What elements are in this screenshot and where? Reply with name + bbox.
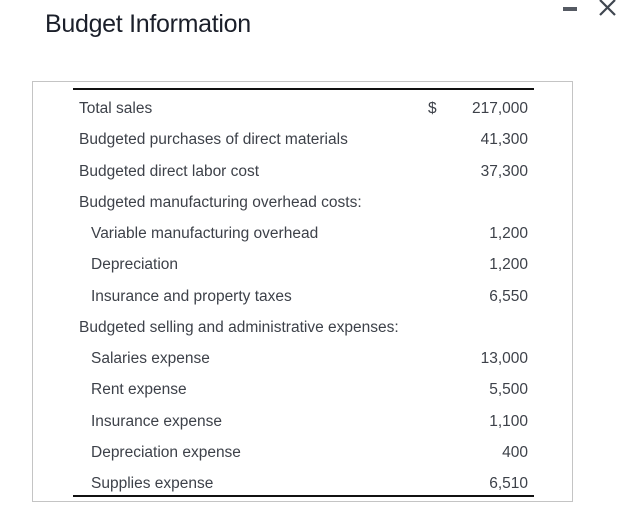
table-row: Salaries expense 13,000 [33, 349, 572, 380]
row-value: 1,200 [489, 225, 528, 242]
section-header-selling-admin: Budgeted selling and administrative expe… [33, 318, 572, 349]
row-label: Insurance expense [91, 413, 222, 430]
close-icon [599, 0, 616, 16]
currency-symbol: $ [428, 100, 437, 117]
budget-table: Total sales $ 217,000 Budgeted purchases… [32, 81, 573, 502]
table-row: Insurance expense 1,100 [33, 412, 572, 443]
table-row: Variable manufacturing overhead 1,200 [33, 224, 572, 255]
row-label: Total sales [79, 100, 153, 117]
table-bottom-rule [73, 495, 534, 497]
row-value: 13,000 [480, 350, 528, 367]
row-label: Rent expense [91, 381, 187, 398]
table-row: Budgeted direct labor cost 37,300 [33, 162, 572, 193]
table-row: Total sales $ 217,000 [33, 99, 572, 130]
table-row: Budgeted purchases of direct materials 4… [33, 130, 572, 161]
table-row: Insurance and property taxes 6,550 [33, 287, 572, 318]
row-value: 5,500 [489, 381, 528, 398]
row-label: Budgeted purchases of direct materials [79, 131, 348, 148]
row-label: Budgeted direct labor cost [79, 163, 260, 180]
row-label: Depreciation [91, 256, 179, 273]
minimize-button[interactable] [563, 6, 577, 11]
minimize-icon [563, 7, 577, 11]
close-button[interactable] [596, 0, 618, 20]
row-label: Budgeted manufacturing overhead costs: [79, 194, 362, 211]
table-top-rule [73, 88, 534, 90]
table-row: Depreciation expense 400 [33, 443, 572, 474]
row-value: 400 [502, 444, 528, 461]
row-value: 6,510 [489, 475, 528, 492]
row-value: 217,000 [471, 100, 528, 117]
row-label: Supplies expense [91, 475, 214, 492]
row-value: 1,200 [489, 256, 528, 273]
section-header-overhead: Budgeted manufacturing overhead costs: [33, 193, 572, 224]
row-label: Depreciation expense [91, 444, 241, 461]
row-label: Variable manufacturing overhead [91, 225, 319, 242]
row-label: Budgeted selling and administrative expe… [79, 319, 399, 336]
row-value: 41,300 [480, 131, 528, 148]
row-value: 1,100 [489, 413, 528, 430]
row-value: 37,300 [480, 163, 528, 180]
row-value: 6,550 [489, 288, 528, 305]
row-label: Salaries expense [91, 350, 210, 367]
table-row: Depreciation 1,200 [33, 255, 572, 286]
table-row: Rent expense 5,500 [33, 380, 572, 411]
row-label: Insurance and property taxes [91, 288, 292, 305]
table-row: Supplies expense 6,510 [33, 474, 572, 505]
dialog-title: Budget Information [45, 10, 251, 38]
